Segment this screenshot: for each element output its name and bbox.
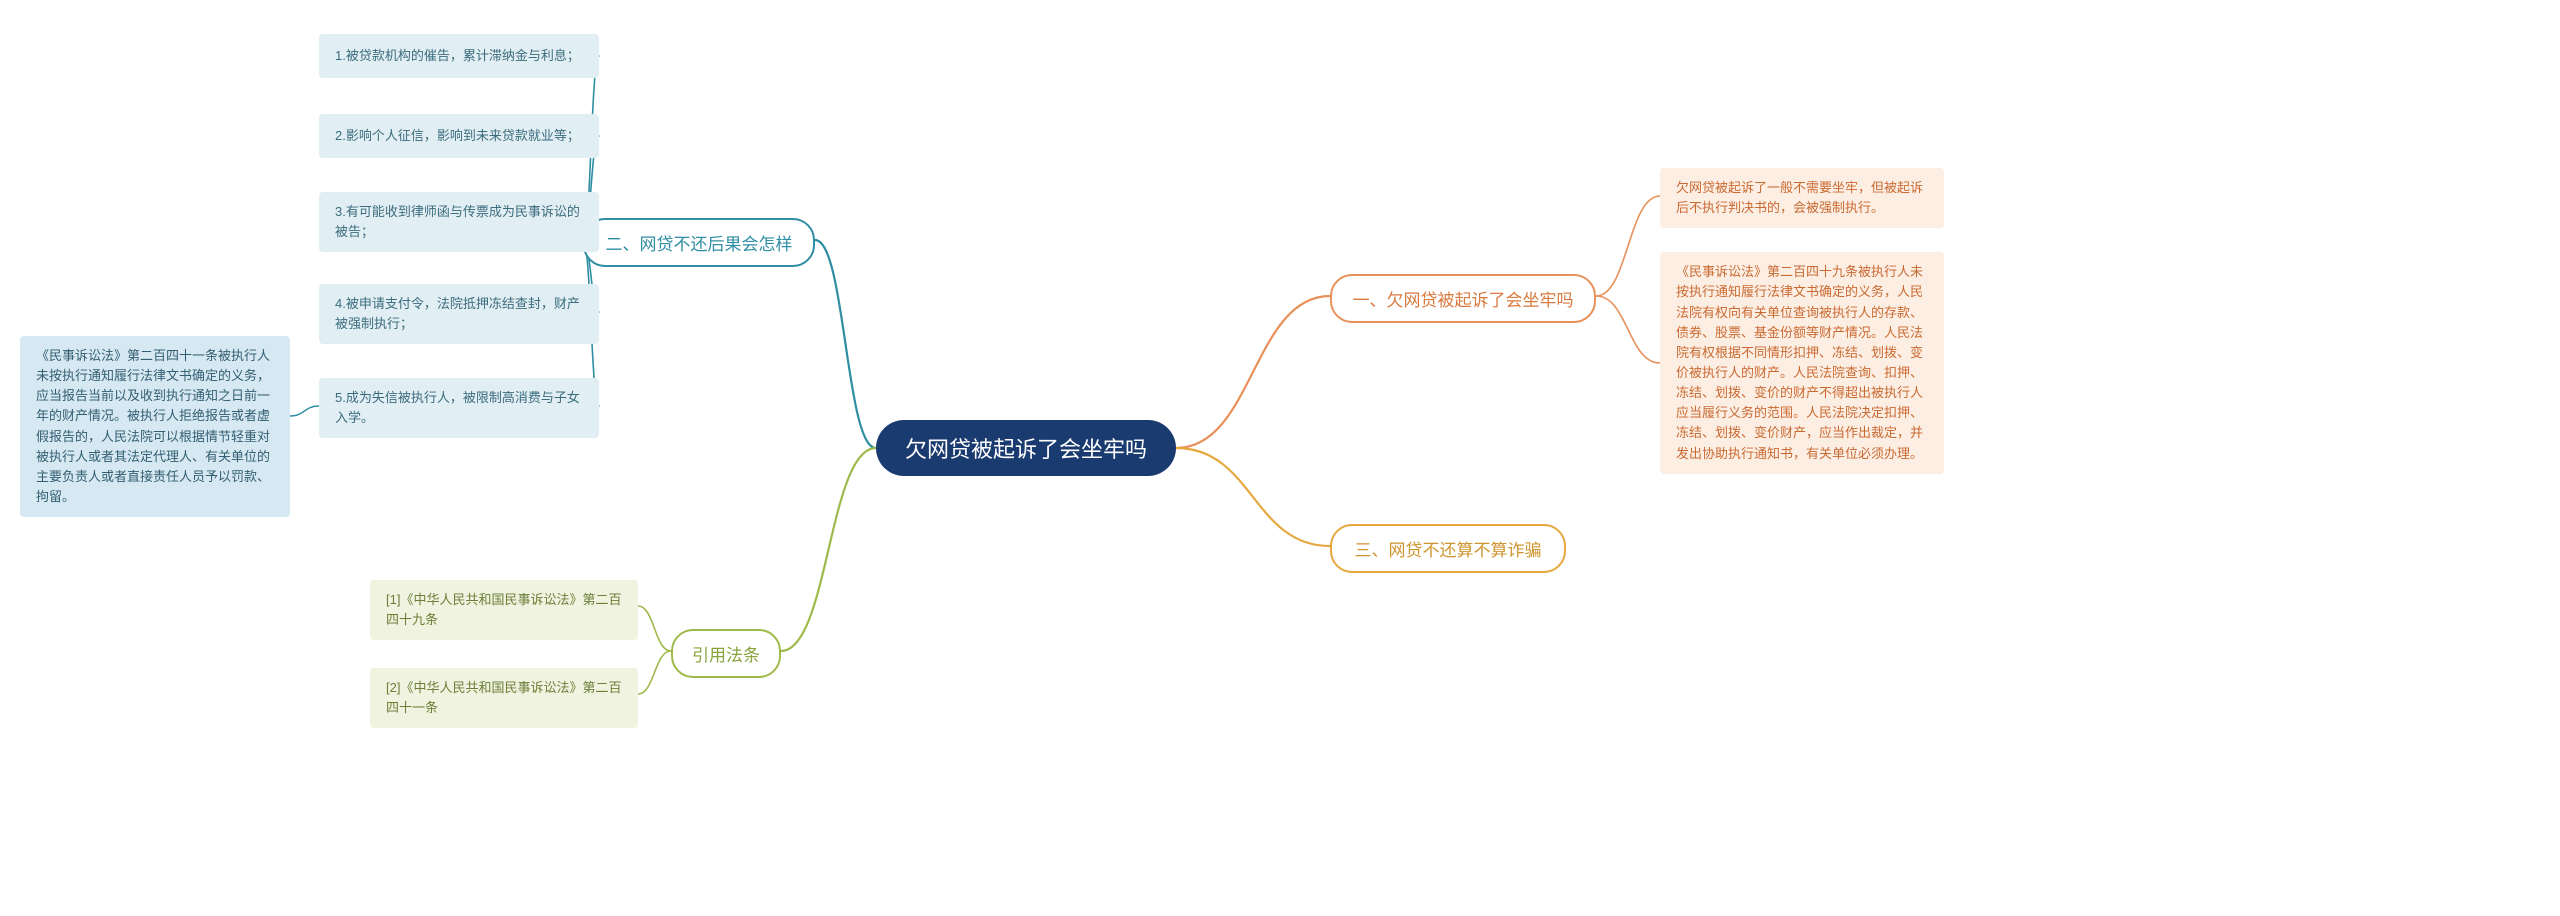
branch-2-label: 二、网贷不还后果会怎样	[606, 230, 793, 255]
branch-2-leaf[interactable]: 4.被申请支付令，法院抵押冻结查封，财产被强制执行；	[319, 284, 599, 344]
leaf-text: 《民事诉讼法》第二百四十一条被执行人未按执行通知履行法律文书确定的义务，应当报告…	[36, 346, 274, 507]
leaf-text: [2]《中华人民共和国民事诉讼法》第二百四十一条	[386, 678, 622, 718]
branch-2-node[interactable]: 二、网贷不还后果会怎样	[583, 218, 815, 267]
leaf-text: 1.被贷款机构的催告，累计滞纳金与利息；	[335, 46, 580, 66]
leaf-text: 3.有可能收到律师函与传票成为民事诉讼的被告；	[335, 202, 583, 242]
leaf-text: 4.被申请支付令，法院抵押冻结查封，财产被强制执行；	[335, 294, 583, 334]
root-label: 欠网贷被起诉了会坐牢吗	[905, 432, 1147, 464]
branch-ref-leaf[interactable]: [1]《中华人民共和国民事诉讼法》第二百四十九条	[370, 580, 638, 640]
leaf-text: 2.影响个人征信，影响到未来贷款就业等；	[335, 126, 580, 146]
leaf-text: 欠网贷被起诉了一般不需要坐牢，但被起诉后不执行判决书的，会被强制执行。	[1676, 178, 1928, 218]
branch-3-label: 三、网贷不还算不算诈骗	[1355, 536, 1542, 561]
root-node[interactable]: 欠网贷被起诉了会坐牢吗	[876, 420, 1176, 476]
branch-ref-leaf[interactable]: [2]《中华人民共和国民事诉讼法》第二百四十一条	[370, 668, 638, 728]
leaf-text: 5.成为失信被执行人，被限制高消费与子女入学。	[335, 388, 583, 428]
leaf-text: [1]《中华人民共和国民事诉讼法》第二百四十九条	[386, 590, 622, 630]
branch-ref-node[interactable]: 引用法条	[671, 629, 781, 678]
leaf-text: 《民事诉讼法》第二百四十九条被执行人未按执行通知履行法律文书确定的义务，人民法院…	[1676, 262, 1928, 463]
branch-2-leaf[interactable]: 1.被贷款机构的催告，累计滞纳金与利息；	[319, 34, 599, 78]
branch-1-leaf[interactable]: 《民事诉讼法》第二百四十九条被执行人未按执行通知履行法律文书确定的义务，人民法院…	[1660, 252, 1944, 474]
branch-1-label: 一、欠网贷被起诉了会坐牢吗	[1353, 286, 1574, 311]
branch-3-node[interactable]: 三、网贷不还算不算诈骗	[1330, 524, 1566, 573]
branch-2-leaf[interactable]: 2.影响个人征信，影响到未来贷款就业等；	[319, 114, 599, 158]
branch-2-deep-leaf[interactable]: 《民事诉讼法》第二百四十一条被执行人未按执行通知履行法律文书确定的义务，应当报告…	[20, 336, 290, 517]
branch-ref-label: 引用法条	[692, 641, 760, 666]
branch-2-leaf[interactable]: 3.有可能收到律师函与传票成为民事诉讼的被告；	[319, 192, 599, 252]
branch-2-leaf[interactable]: 5.成为失信被执行人，被限制高消费与子女入学。	[319, 378, 599, 438]
branch-1-node[interactable]: 一、欠网贷被起诉了会坐牢吗	[1330, 274, 1596, 323]
branch-1-leaf[interactable]: 欠网贷被起诉了一般不需要坐牢，但被起诉后不执行判决书的，会被强制执行。	[1660, 168, 1944, 228]
